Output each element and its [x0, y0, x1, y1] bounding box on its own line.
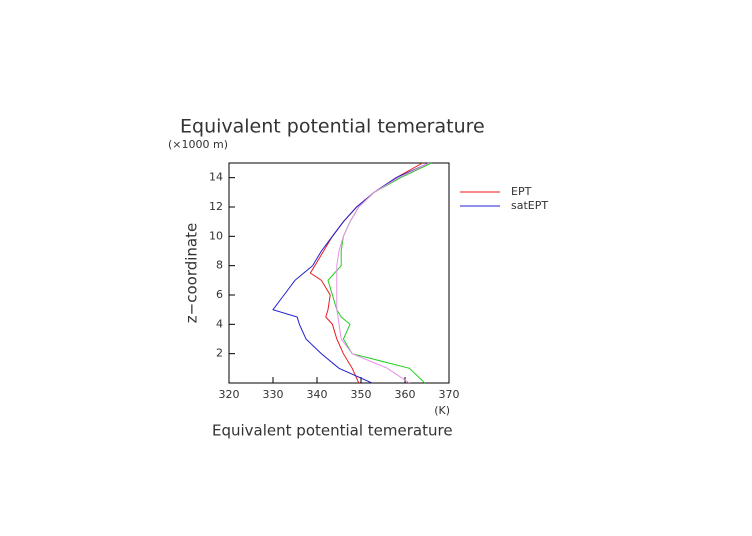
x-unit: (K): [434, 404, 450, 417]
plot-frame: [228, 162, 450, 384]
x-tick-label: 370: [439, 388, 460, 401]
x-tick-label: 350: [351, 388, 372, 401]
y-tick-label: 12: [209, 200, 223, 213]
series-line: [309, 162, 423, 384]
legend-label: EPT: [511, 185, 532, 198]
legend-label: satEPT: [511, 199, 548, 212]
y-tick-label: 14: [209, 171, 223, 184]
y-axis-label: z−coordinate: [183, 223, 201, 323]
y-tick-label: 8: [216, 259, 223, 272]
x-tick-label: 360: [395, 388, 416, 401]
series-line: [327, 162, 432, 384]
series-line: [336, 162, 430, 384]
chart-title: Equivalent potential temerature: [180, 116, 485, 138]
x-tick-label: 340: [307, 388, 328, 401]
x-tick-label: 330: [263, 388, 284, 401]
series-line: [272, 162, 430, 384]
y-tick-label: 2: [216, 347, 223, 360]
y-unit: (×1000 m): [168, 138, 228, 151]
y-tick-label: 10: [209, 229, 223, 242]
x-tick-label: 320: [219, 388, 240, 401]
y-tick-label: 4: [216, 317, 223, 330]
y-tick-label: 6: [216, 288, 223, 301]
x-axis-label: Equivalent potential temerature: [212, 422, 453, 440]
